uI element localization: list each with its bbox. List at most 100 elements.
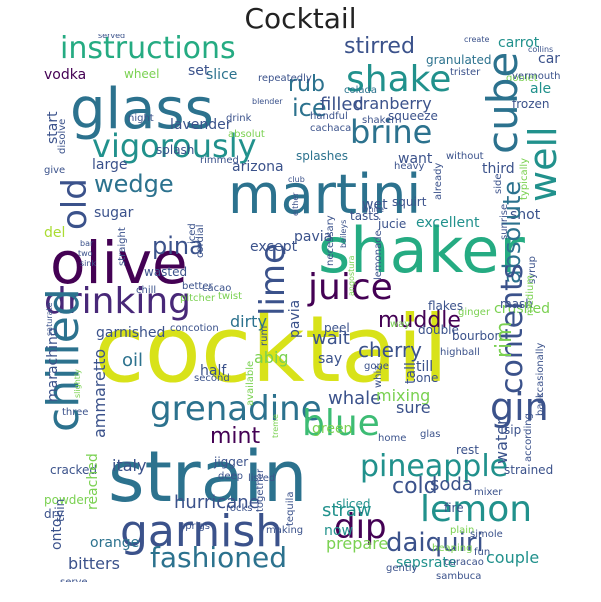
word-bar: bar [80, 239, 94, 248]
word-wasted: wasted [144, 265, 188, 279]
word-rest: rest [456, 443, 480, 457]
word-crushed: crushed [494, 301, 550, 317]
word-granulated: granulated [426, 53, 492, 67]
word-onto: onto [49, 518, 65, 551]
word-hurricane: hurricane [174, 492, 260, 513]
word-martini: martini [228, 163, 422, 226]
word-together: together [255, 468, 266, 512]
word-typically: typically [519, 157, 530, 200]
word-back: back [535, 392, 546, 416]
word-sambuca: sambuca [436, 571, 482, 582]
word-soda: soda [430, 474, 473, 495]
word-grenadine: grenadine [150, 389, 322, 429]
word-trister: trister [450, 67, 481, 78]
word-vermouth: vermouth [512, 71, 560, 82]
word-frozen: frozen [512, 97, 550, 111]
word-daiquiri: daiquiri [386, 528, 484, 558]
word-available: available [245, 360, 256, 406]
word-pineapple: pineapple [360, 449, 509, 484]
word-flakes: flakes [428, 299, 464, 313]
word-mixer: mixer [474, 487, 503, 498]
word-cherry: cherry [358, 338, 422, 362]
word-give: give [44, 165, 66, 176]
word-pitcher: pitcher [180, 293, 216, 304]
word-drinking: drinking [44, 281, 191, 322]
word-pavia2: pavia [287, 299, 303, 338]
word-squeeze: squeeze [388, 109, 438, 123]
word-shake: shake [346, 59, 452, 100]
word-sprigs: sprigs [180, 521, 211, 532]
word-already: already [433, 162, 444, 200]
word-glas: glas [420, 429, 441, 440]
word-fire: fire [444, 501, 464, 515]
word-blender: blender [252, 97, 283, 106]
word-arizona: arizona [232, 159, 284, 175]
word-serve: serve [60, 578, 88, 583]
word-green: green [312, 421, 353, 437]
word-rub: rub [288, 72, 325, 97]
word-ginger: ginger [458, 307, 491, 318]
word-one: one [416, 371, 439, 385]
word-rum: rum [259, 325, 270, 346]
word-dip: dip [334, 507, 387, 547]
word-listed: listed [248, 473, 276, 484]
word-say: say [318, 351, 343, 367]
word-sip: sip [504, 423, 522, 437]
word-sliced: sliced [336, 497, 371, 511]
word-want: want [398, 151, 433, 167]
word-lavender: lavender [170, 117, 232, 133]
word-either: either [291, 192, 300, 216]
word-except: except [250, 239, 298, 255]
word-simole: simole [470, 529, 503, 540]
word-strained: strained [504, 463, 554, 477]
word-second: second [194, 373, 230, 384]
word-marachino: marachino [45, 327, 61, 402]
word-orange: orange [90, 535, 140, 551]
word-whale: whale [328, 388, 382, 409]
word-highball: highball [440, 347, 480, 358]
word-tequila: tequila [285, 491, 296, 526]
word-now: now [324, 523, 353, 539]
word-couple: couple [486, 548, 540, 567]
word-pina: pina [152, 232, 204, 260]
word-shaker: shaker [318, 214, 525, 287]
word-sunrise: sunrise [499, 203, 510, 240]
word-heavy: heavy [394, 161, 425, 172]
word-stirred: stirred [344, 34, 415, 59]
word-necessary: necessary [325, 215, 336, 266]
word-chill: chill [136, 285, 157, 296]
word-abig: abig [254, 348, 289, 367]
word-wheel: wheel [124, 67, 160, 81]
word-vodka: vodka [44, 67, 87, 83]
word-according: according [523, 413, 534, 462]
word-baileys: baileys [339, 219, 348, 248]
word-side: side [493, 173, 504, 195]
word-heaping: heaping [432, 543, 473, 554]
word-lemon: lemon [420, 489, 533, 530]
word-cold: cold [392, 474, 438, 499]
word-italy: italy [112, 456, 147, 475]
word-powder: powder [44, 493, 89, 507]
word-rocks: rocks [226, 503, 253, 514]
word-third: third [482, 161, 515, 177]
word-gin: gin [490, 385, 549, 429]
word-cocktail: cocktail [94, 296, 449, 403]
word-pavia: pavia [294, 229, 333, 245]
word-two: two [78, 249, 93, 258]
word-gone: gone [364, 361, 389, 372]
word-gently: gently [386, 563, 418, 574]
word-straight: straight [117, 227, 128, 266]
word-white: white [362, 205, 384, 214]
word-lime: lime [253, 243, 293, 316]
word-cacao: cacao [202, 283, 232, 294]
word-repeatedly: repeatedly [258, 73, 312, 84]
word-making: making [266, 525, 304, 536]
word-mint: mint [210, 424, 261, 449]
word-dry: dry [44, 507, 64, 521]
word-twist: twist [218, 291, 243, 302]
word-home: home [378, 433, 407, 444]
word-colada: colada [344, 85, 377, 96]
word-absolut: absolut [228, 129, 265, 140]
word-ale: ale [530, 81, 552, 97]
word-half: half [200, 363, 227, 379]
